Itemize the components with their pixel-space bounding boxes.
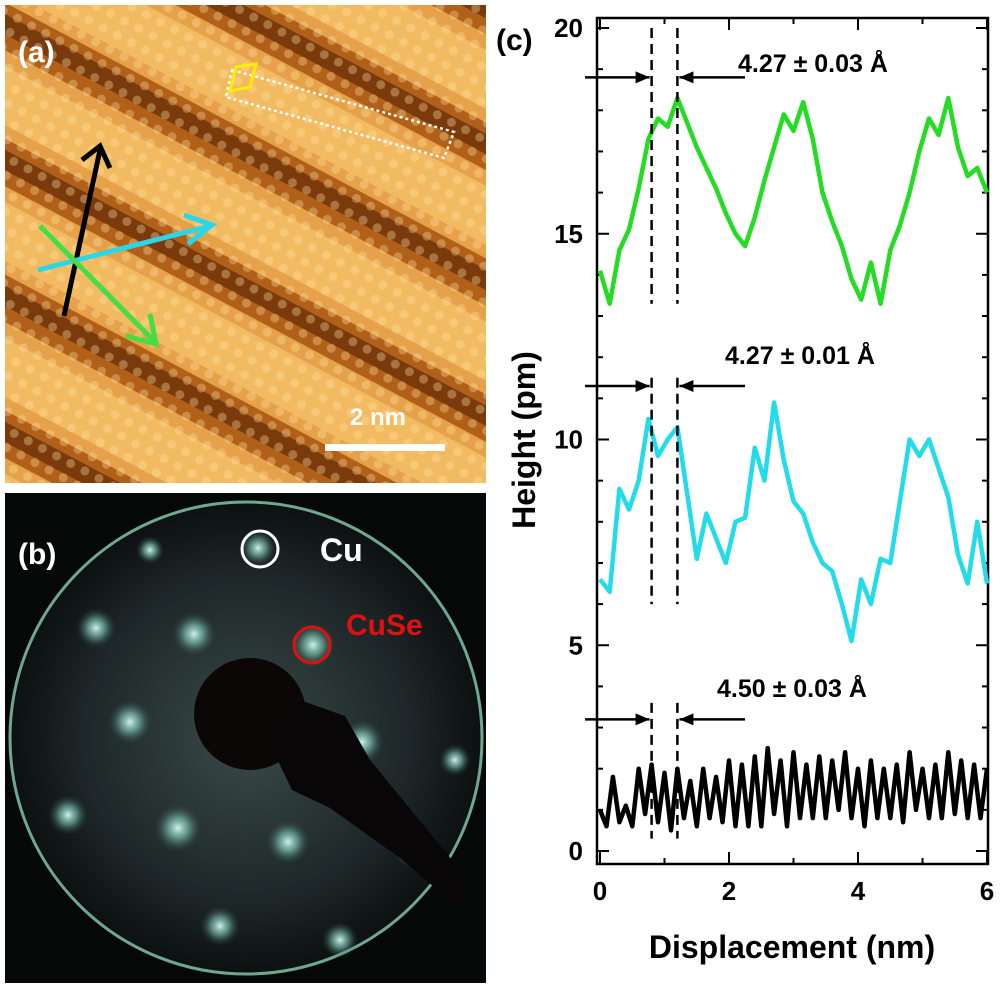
y-tick-label: 20: [554, 13, 583, 43]
axis-ticks: [597, 18, 988, 864]
panel-a-label: (a): [18, 36, 55, 69]
panel-b-leed-image: Cu CuSe (b): [5, 493, 486, 983]
series-line-2: [597, 745, 990, 833]
leed-spot: [266, 820, 310, 864]
stm-atom-texture: [5, 5, 486, 483]
tick-labels: 0 5 10 15 20 0 2 4 6: [554, 13, 994, 906]
x-tick-label: 2: [722, 876, 736, 906]
cu-spot-marker: [240, 529, 280, 569]
panel-b-label: (b): [18, 538, 56, 571]
green-arrowhead: [125, 313, 160, 348]
black-arrowhead: [80, 142, 113, 170]
leed-spot: [200, 906, 240, 946]
leed-spot: [291, 623, 335, 667]
left-arrowhead: [635, 713, 650, 726]
left-arrowhead: [635, 380, 650, 393]
x-tick-label: 0: [593, 876, 607, 906]
right-arrowhead: [679, 713, 694, 726]
leed-spot: [48, 795, 88, 835]
panel-c-chart: (c) 0 5 10 15 20 0 2 4 6 4.27 ± 0.03 Å 4.27 ± 0.…: [496, 13, 994, 965]
direction-arrows: [37, 142, 218, 348]
cu-label: Cu: [320, 532, 363, 568]
leed-spot: [108, 700, 152, 744]
x-tick-label: 4: [851, 876, 866, 906]
y-tick-label: 10: [554, 425, 583, 455]
series-line-0: [597, 95, 990, 306]
diffraction-spots: [48, 530, 471, 958]
gun-holder-shadow: [268, 700, 470, 905]
left-arrowhead: [635, 71, 650, 84]
leed-spot: [439, 744, 471, 776]
y-tick-label: 0: [569, 836, 583, 866]
x-tick-label: 6: [980, 876, 994, 906]
y-tick-label: 5: [569, 630, 583, 660]
spacing-markers: [585, 28, 745, 839]
unit-cell-marker: [227, 62, 259, 93]
series-line-1: [598, 400, 990, 644]
leed-spot: [76, 608, 116, 648]
y-axis-label: Height (pm): [506, 351, 542, 529]
spacing-annotation-green: 4.27 ± 0.03 Å: [738, 49, 888, 78]
scale-bar: [325, 444, 445, 451]
leed-spot: [240, 530, 276, 566]
scale-bar-label: 2 nm: [350, 404, 406, 431]
x-axis-label: Displacement (nm): [649, 929, 935, 965]
cyan-arrow-line: [37, 223, 211, 273]
spacing-annotation-cyan: 4.27 ± 0.01 Å: [725, 341, 875, 370]
cuse-spot-marker: [292, 625, 332, 665]
cyan-arrowhead: [183, 212, 218, 246]
y-tick-label: 15: [554, 219, 583, 249]
spacing-annotation-black: 4.50 ± 0.03 Å: [717, 674, 867, 703]
leed-spot: [154, 804, 202, 852]
cuse-label: CuSe: [346, 609, 423, 642]
data-series: [597, 95, 990, 833]
black-arrow-line: [61, 149, 103, 317]
leed-spot: [172, 612, 216, 656]
right-arrowhead: [679, 71, 694, 84]
panel-c-label: (c): [496, 24, 533, 57]
leed-spot: [136, 536, 164, 564]
panel-a-stm-image: 2 nm (a): [5, 5, 486, 483]
right-arrowhead: [679, 380, 694, 393]
leed-spot: [322, 922, 358, 958]
line-profile-box: [224, 68, 456, 160]
green-arrow-line: [38, 224, 157, 344]
